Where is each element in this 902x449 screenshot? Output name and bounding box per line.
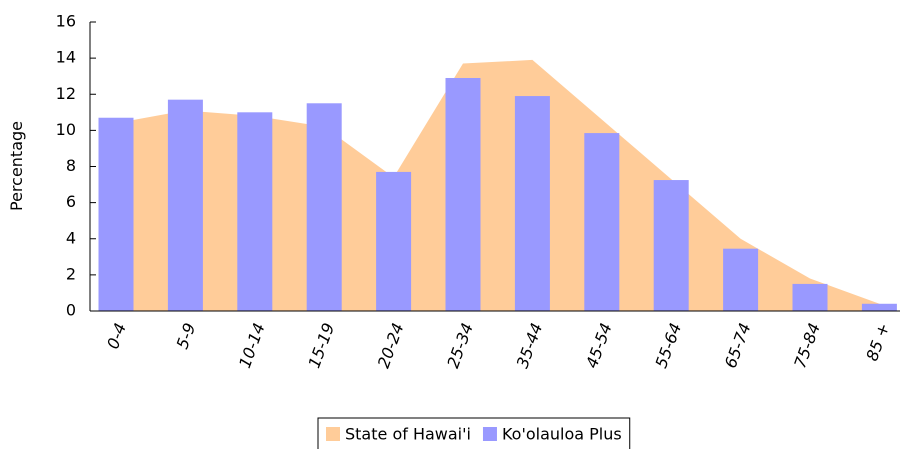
x-tick-label: 45-54 xyxy=(582,320,616,370)
x-tick-label: 15-19 xyxy=(304,320,338,370)
x-tick-label: 5-9 xyxy=(173,320,200,351)
y-tick-label: 4 xyxy=(66,228,76,247)
x-tick-label: 85 + xyxy=(862,320,893,363)
y-axis-label: Percentage xyxy=(7,121,26,211)
bar xyxy=(653,180,689,311)
legend-swatch xyxy=(326,427,340,441)
legend-label: State of Hawai'i xyxy=(345,425,471,444)
bar xyxy=(861,303,897,311)
x-tick-label: 0-4 xyxy=(103,320,130,351)
y-tick-label: 16 xyxy=(56,12,76,31)
y-tick-label: 14 xyxy=(56,48,76,67)
y-tick-label: 10 xyxy=(56,120,76,139)
y-tick-label: 0 xyxy=(66,301,76,320)
bar xyxy=(445,77,481,312)
x-tick-label: 55-64 xyxy=(651,320,685,370)
bar xyxy=(514,96,550,312)
y-tick-label: 2 xyxy=(66,264,76,283)
x-tick-label: 65-74 xyxy=(721,320,755,370)
y-tick-label: 8 xyxy=(66,156,76,175)
bar xyxy=(237,112,273,311)
legend: State of Hawai'i Ko'olauloa Plus xyxy=(317,417,631,449)
legend-box xyxy=(317,417,631,449)
legend-swatch xyxy=(482,427,497,441)
legend-label: Ko'olauloa Plus xyxy=(502,425,622,444)
bar xyxy=(98,117,134,311)
bar xyxy=(792,283,828,311)
bar xyxy=(306,103,342,311)
x-tick-label: 35-44 xyxy=(513,320,547,370)
x-tick-label: 25-34 xyxy=(443,320,477,370)
y-tick-label: 12 xyxy=(56,84,76,103)
x-tick-label: 20-24 xyxy=(374,320,408,370)
bar xyxy=(584,133,620,311)
x-tick-label: 10-14 xyxy=(235,320,269,370)
area xyxy=(116,59,880,312)
bar xyxy=(723,248,759,311)
bar xyxy=(167,99,203,311)
y-tick-label: 6 xyxy=(66,192,76,211)
bar xyxy=(376,171,412,311)
x-tick-label: 75-84 xyxy=(790,320,824,370)
